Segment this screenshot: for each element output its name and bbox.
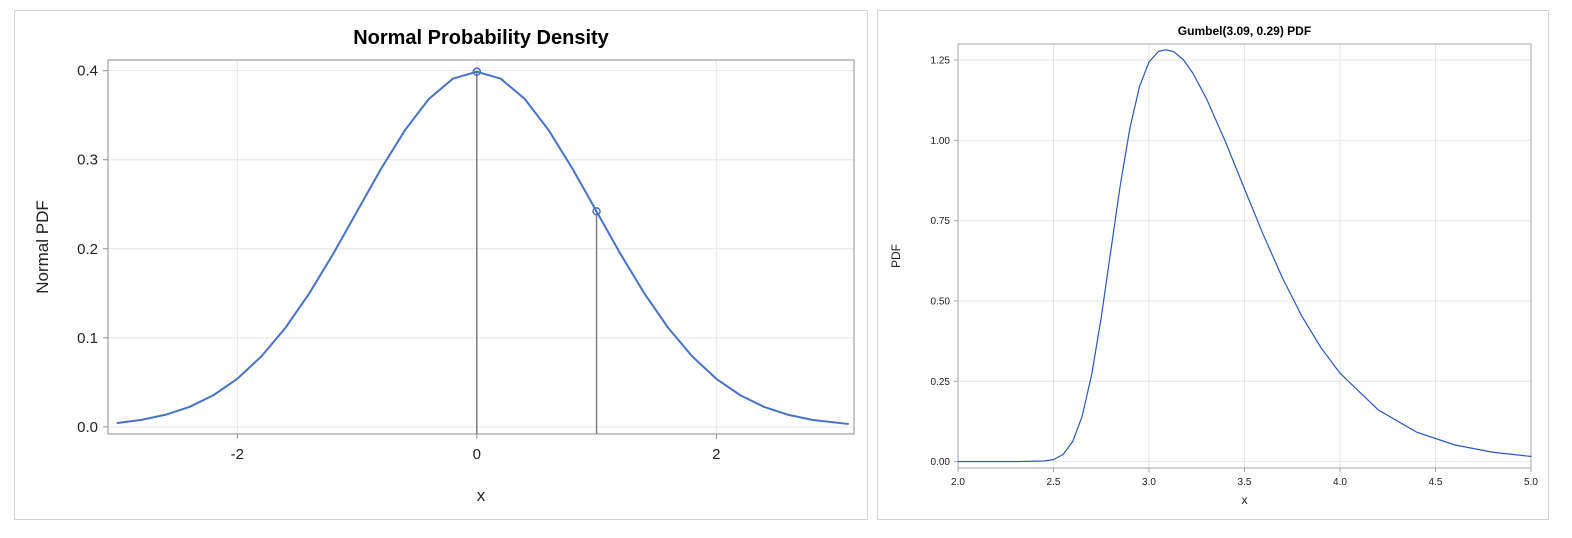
plot-frame bbox=[107, 59, 855, 435]
y-tick-label: 0.2 bbox=[77, 241, 98, 258]
grid-lines bbox=[108, 60, 854, 434]
x-tick-label: 4.5 bbox=[1429, 477, 1443, 488]
gumbel-pdf-chart: 2.0 2.5 3.0 3.5 4.0 4.5 5.0 0.00 0.25 0.50 0.75 1.… bbox=[889, 24, 1538, 507]
y-axis-label: PDF bbox=[889, 244, 903, 268]
x-tick-label: 2.5 bbox=[1047, 477, 1061, 488]
y-axis-ticks: 0.0 0.1 0.2 0.3 0.4 bbox=[77, 63, 108, 436]
drop-lines bbox=[476, 71, 598, 434]
normal-pdf-chart: -2 0 2 0.0 0.1 0.2 0.3 0.4 Normal Probability … bbox=[33, 27, 855, 505]
x-tick-label: 0 bbox=[473, 446, 481, 463]
x-tick-label: 2.0 bbox=[951, 477, 965, 488]
series bbox=[957, 49, 1532, 463]
y-tick-label: 0.00 bbox=[931, 457, 951, 468]
x-axis-label: x bbox=[1242, 493, 1248, 507]
y-axis-ticks: 0.00 0.25 0.50 0.75 1.00 1.25 bbox=[931, 56, 958, 468]
x-axis-label: x bbox=[477, 486, 486, 505]
series bbox=[116, 70, 850, 425]
x-tick-label: 3.5 bbox=[1238, 477, 1252, 488]
x-axis-ticks: -2 0 2 bbox=[231, 434, 720, 463]
y-tick-label: 0.75 bbox=[931, 216, 951, 227]
y-tick-label: 0.4 bbox=[77, 63, 98, 80]
highlighted-point bbox=[472, 67, 482, 76]
y-tick-label: 1.00 bbox=[931, 136, 951, 147]
y-tick-label: 0.1 bbox=[77, 330, 98, 347]
y-tick-label: 1.25 bbox=[931, 56, 951, 67]
series-line bbox=[116, 70, 850, 425]
y-tick-label: 0.3 bbox=[77, 152, 98, 169]
x-tick-label: 4.0 bbox=[1333, 477, 1347, 488]
x-tick-label: -2 bbox=[231, 446, 244, 463]
x-tick-label: 2 bbox=[712, 446, 720, 463]
grid-lines bbox=[957, 44, 1532, 468]
y-tick-label: 0.50 bbox=[931, 296, 951, 307]
x-tick-label: 5.0 bbox=[1524, 477, 1538, 488]
chart-title: Gumbel(3.09, 0.29) PDF bbox=[1178, 24, 1311, 38]
y-tick-label: 0.25 bbox=[931, 377, 951, 388]
highlighted-point bbox=[592, 207, 601, 216]
highlighted-points bbox=[472, 67, 601, 216]
gumbel-pdf-chart-panel: 2.0 2.5 3.0 3.5 4.0 4.5 5.0 0.00 0.25 0.50 0.75 1.… bbox=[877, 10, 1549, 520]
x-axis-ticks: 2.0 2.5 3.0 3.5 4.0 4.5 5.0 bbox=[951, 468, 1538, 488]
y-tick-label: 0.0 bbox=[77, 419, 98, 436]
normal-pdf-chart-panel: -2 0 2 0.0 0.1 0.2 0.3 0.4 Normal Probability … bbox=[14, 10, 868, 520]
series-line bbox=[957, 49, 1532, 463]
x-tick-label: 3.0 bbox=[1142, 477, 1156, 488]
chart-title: Normal Probability Density bbox=[353, 27, 609, 49]
y-axis-label: Normal PDF bbox=[33, 200, 52, 294]
